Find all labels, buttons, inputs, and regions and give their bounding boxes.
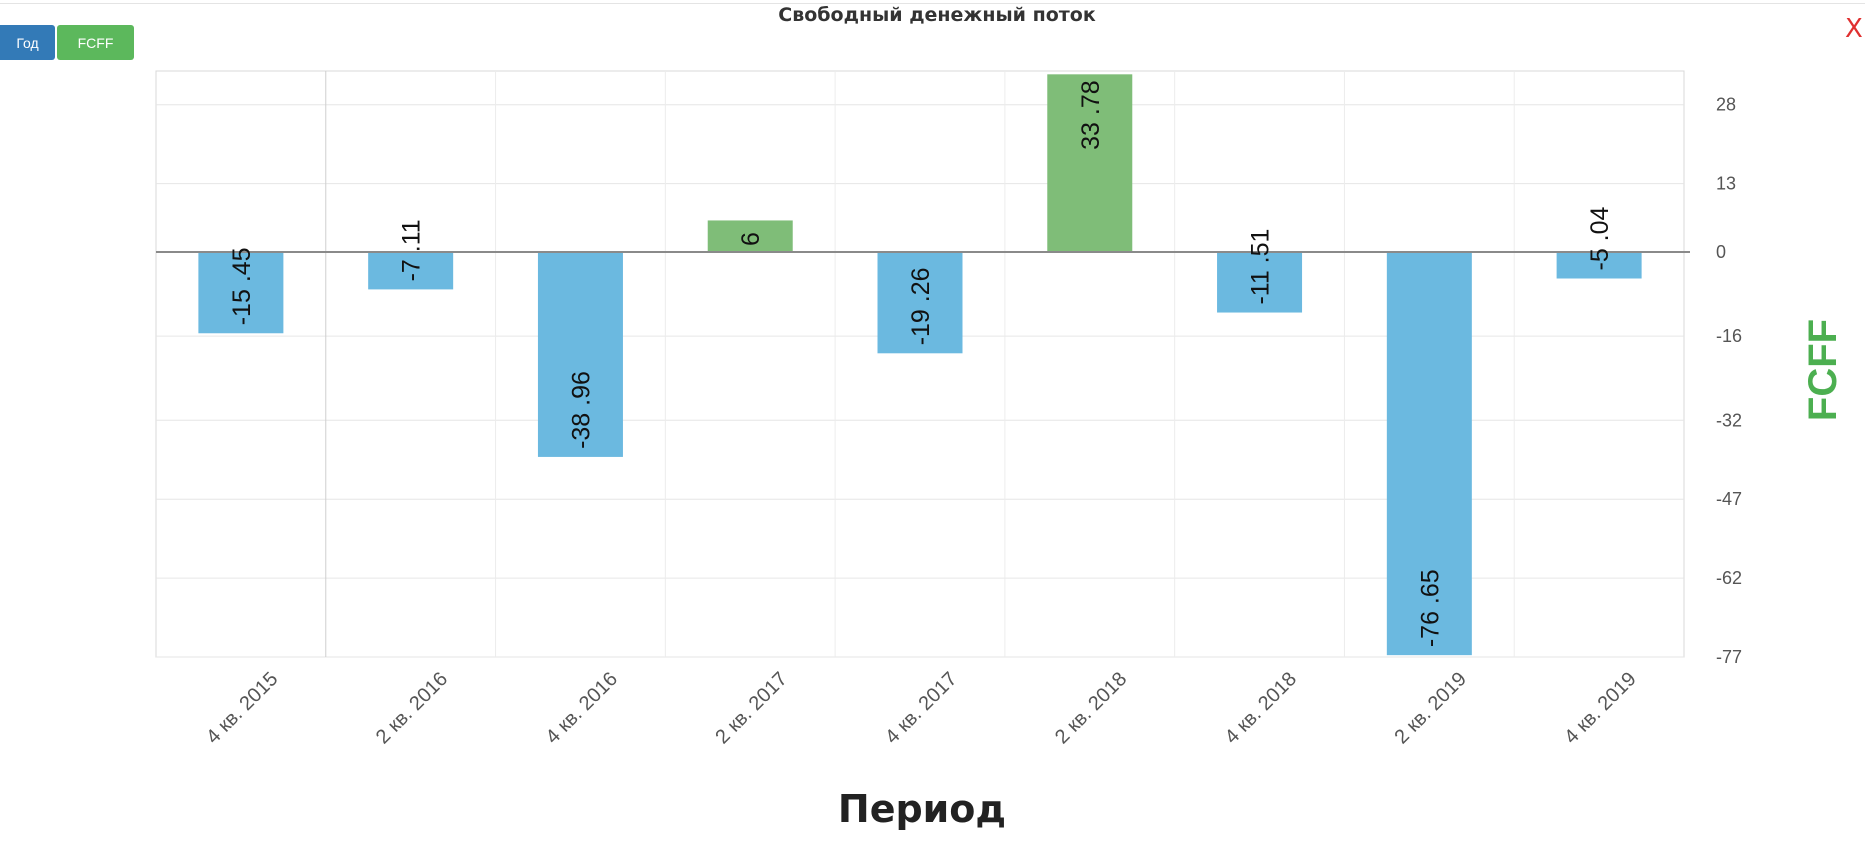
- bar: [368, 252, 454, 290]
- x-tick-label: 4 кв. 2015: [202, 668, 282, 748]
- bar: [537, 252, 623, 457]
- close-icon[interactable]: X: [1845, 14, 1863, 44]
- y-axis-ticks: 28 13 0 -16 -32 -47 -62 -77: [1716, 95, 1742, 667]
- year-button[interactable]: Год: [0, 25, 55, 60]
- x-tick-label: 2 кв. 2016: [372, 668, 452, 748]
- y-tick-label: -47: [1716, 489, 1742, 509]
- data-label: -7 .11: [398, 219, 426, 281]
- x-axis-label: Период: [838, 787, 1006, 831]
- y-tick-label: 28: [1716, 95, 1736, 115]
- data-label: -38 .96: [567, 371, 595, 449]
- bar: [877, 252, 963, 354]
- y-tick-label: -62: [1716, 568, 1742, 588]
- y-tick-label: 13: [1716, 174, 1736, 194]
- top-divider: [0, 3, 1865, 4]
- chart-bars: [198, 74, 1642, 656]
- x-tick-label: 2 кв. 2018: [1051, 668, 1131, 748]
- bar: [707, 220, 793, 252]
- y-axis-label: FCFF: [1801, 319, 1845, 421]
- chart-title: Свободный денежный поток: [778, 4, 1096, 26]
- y-tick-label: -16: [1716, 326, 1742, 346]
- y-tick-label: 0: [1716, 242, 1726, 262]
- x-tick-label: 4 кв. 2016: [542, 668, 622, 748]
- data-label: 6: [737, 232, 765, 246]
- bar: [1047, 74, 1133, 252]
- bar: [1217, 252, 1303, 313]
- fcff-button[interactable]: FCFF: [57, 25, 134, 60]
- data-label: -19 .26: [907, 267, 935, 345]
- value-labels: -15 .45 -7 .11 -38 .96 6 -19 .26 33 .78 -11 .5…: [228, 80, 1614, 647]
- data-label: -5 .04: [1586, 206, 1614, 270]
- data-label: 33 .78: [1077, 80, 1105, 150]
- x-tick-label: 2 кв. 2019: [1390, 668, 1470, 748]
- y-tick-label: -77: [1716, 647, 1742, 667]
- bar: [198, 252, 284, 334]
- bar: [1556, 252, 1642, 279]
- bar: [1386, 252, 1472, 656]
- x-tick-label: 4 кв. 2017: [881, 668, 961, 748]
- x-tick-label: 2 кв. 2017: [711, 668, 791, 748]
- data-label: -11 .51: [1247, 229, 1275, 305]
- x-tick-label: 4 кв. 2019: [1560, 668, 1640, 748]
- x-tick-label: 4 кв. 2018: [1221, 668, 1301, 748]
- y-tick-label: -32: [1716, 410, 1742, 430]
- data-label: -76 .65: [1416, 569, 1444, 647]
- data-label: -15 .45: [228, 247, 256, 325]
- x-axis-ticks: 4 кв. 2015 2 кв. 2016 4 кв. 2016 2 кв. 2017…: [202, 668, 1641, 748]
